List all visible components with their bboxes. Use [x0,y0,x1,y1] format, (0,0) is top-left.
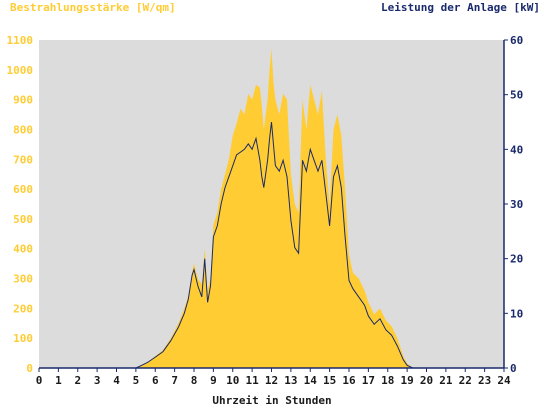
y-left-tick-label: 500 [13,213,33,226]
x-tick-label: 11 [246,374,260,387]
x-tick-label: 1 [55,374,62,387]
x-tick-label: 23 [478,374,491,387]
x-tick-label: 16 [342,374,356,387]
y-right-tick-label: 0 [510,362,517,375]
y-left-tick-label: 300 [13,273,33,286]
x-tick-label: 2 [74,374,81,387]
y-right-tick-label: 40 [510,143,523,156]
x-tick-label: 15 [323,374,336,387]
y-right-tick-label: 60 [510,34,523,47]
x-tick-label: 17 [362,374,375,387]
left-axis-title: Bestrahlungsstärke [W/qm] [10,1,176,14]
x-tick-label: 4 [113,374,120,387]
irradiance-area [39,48,504,369]
x-tick-label: 21 [439,374,453,387]
x-axis-title: Uhrzeit in Stunden [212,394,332,407]
x-tick-label: 14 [304,374,318,387]
x-tick-label: 3 [94,374,101,387]
y-left-tick-label: 600 [13,183,33,196]
x-tick-label: 18 [381,374,394,387]
y-left-tick-label: 900 [13,94,33,107]
x-tick-label: 0 [36,374,43,387]
x-tick-label: 20 [420,374,433,387]
x-tick-label: 12 [265,374,278,387]
right-axis-title: Leistung der Anlage [kW] [381,1,540,14]
x-tick-label: 10 [226,374,239,387]
x-tick-label: 8 [191,374,198,387]
y-left-tick-label: 200 [13,302,33,315]
x-tick-label: 7 [171,374,178,387]
x-tick-label: 22 [459,374,472,387]
y-left-tick-label: 700 [13,153,33,166]
x-tick-label: 13 [284,374,297,387]
x-tick-label: 6 [152,374,159,387]
y-left-tick-label: 100 [13,332,33,345]
y-left-tick-label: 800 [13,123,33,136]
y-left-tick-label: 1100 [7,34,34,47]
x-tick-label: 9 [210,374,217,387]
y-right-tick-label: 50 [510,89,523,102]
x-tick-label: 24 [497,374,511,387]
x-tick-label: 19 [401,374,414,387]
y-left-tick-label: 1000 [7,64,34,77]
y-left-tick-label: 400 [13,243,33,256]
power-line [39,121,504,369]
y-right-tick-label: 10 [510,307,523,320]
y-right-tick-label: 30 [510,198,523,211]
y-left-tick-label: 0 [26,362,33,375]
x-tick-label: 5 [133,374,140,387]
y-right-tick-label: 20 [510,253,523,266]
